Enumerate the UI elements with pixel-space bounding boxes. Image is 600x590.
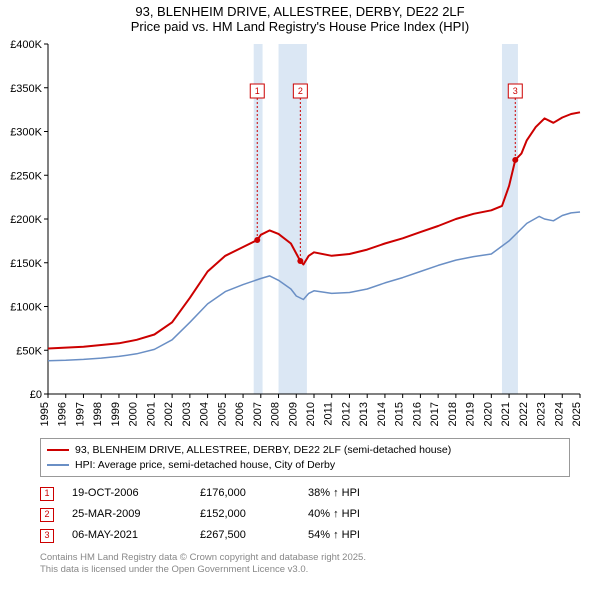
chart-area: £0 £50K £100K £150K £200K £250K £300K £350K £400… [0, 34, 600, 434]
svg-text:2004: 2004 [199, 402, 211, 426]
event-delta: 54% ↑ HPI [308, 525, 360, 546]
svg-text:1998: 1998 [92, 402, 104, 426]
events-table: 1 19-OCT-2006 £176,000 38% ↑ HPI 2 25-MA… [40, 483, 570, 546]
title-address: 93, BLENHEIM DRIVE, ALLESTREE, DERBY, DE… [0, 4, 600, 19]
legend-label: HPI: Average price, semi-detached house,… [75, 458, 335, 473]
event-marker-icon: 3 [40, 529, 54, 543]
event-row: 3 06-MAY-2021 £267,500 54% ↑ HPI [40, 525, 570, 546]
svg-text:£350K: £350K [10, 83, 42, 95]
event-row: 1 19-OCT-2006 £176,000 38% ↑ HPI [40, 483, 570, 504]
event-price: £267,500 [200, 525, 290, 546]
title-subtitle: Price paid vs. HM Land Registry's House … [0, 19, 600, 34]
event-date: 06-MAY-2021 [72, 525, 182, 546]
svg-text:£0: £0 [30, 389, 42, 401]
svg-text:£400K: £400K [10, 39, 42, 51]
svg-text:1: 1 [255, 86, 260, 96]
svg-text:2011: 2011 [323, 402, 335, 426]
event-marker-icon: 1 [40, 487, 54, 501]
svg-text:2022: 2022 [518, 402, 530, 426]
svg-text:2007: 2007 [252, 402, 264, 426]
svg-text:2003: 2003 [181, 402, 193, 426]
legend: 93, BLENHEIM DRIVE, ALLESTREE, DERBY, DE… [40, 438, 570, 477]
svg-text:2023: 2023 [536, 402, 548, 426]
svg-text:2000: 2000 [128, 402, 140, 426]
svg-text:2012: 2012 [340, 402, 352, 426]
legend-label: 93, BLENHEIM DRIVE, ALLESTREE, DERBY, DE… [75, 443, 451, 458]
legend-swatch [47, 449, 69, 451]
svg-text:2002: 2002 [163, 402, 175, 426]
svg-text:2: 2 [298, 86, 303, 96]
svg-text:2016: 2016 [411, 402, 423, 426]
svg-text:3: 3 [513, 86, 518, 96]
svg-text:1999: 1999 [110, 402, 122, 426]
event-date: 19-OCT-2006 [72, 483, 182, 504]
svg-text:2006: 2006 [234, 402, 246, 426]
svg-text:2019: 2019 [465, 402, 477, 426]
svg-text:2013: 2013 [358, 402, 370, 426]
svg-text:2024: 2024 [553, 402, 565, 426]
svg-text:£100K: £100K [10, 302, 42, 314]
svg-text:1996: 1996 [57, 402, 69, 426]
svg-text:2008: 2008 [270, 402, 282, 426]
event-delta: 38% ↑ HPI [308, 483, 360, 504]
svg-text:£200K: £200K [10, 214, 42, 226]
svg-text:£150K: £150K [10, 258, 42, 270]
svg-text:1995: 1995 [39, 402, 51, 426]
svg-text:2017: 2017 [429, 402, 441, 426]
svg-text:2009: 2009 [287, 402, 299, 426]
svg-text:2020: 2020 [482, 402, 494, 426]
event-row: 2 25-MAR-2009 £152,000 40% ↑ HPI [40, 504, 570, 525]
svg-text:2014: 2014 [376, 402, 388, 426]
event-delta: 40% ↑ HPI [308, 504, 360, 525]
event-price: £152,000 [200, 504, 290, 525]
chart-title: 93, BLENHEIM DRIVE, ALLESTREE, DERBY, DE… [0, 0, 600, 34]
event-price: £176,000 [200, 483, 290, 504]
svg-text:£50K: £50K [16, 345, 42, 357]
event-date: 25-MAR-2009 [72, 504, 182, 525]
footer-attribution: Contains HM Land Registry data © Crown c… [40, 552, 570, 577]
legend-swatch [47, 464, 69, 466]
footer-line: This data is licensed under the Open Gov… [40, 564, 570, 576]
svg-text:2010: 2010 [305, 402, 317, 426]
legend-item: 93, BLENHEIM DRIVE, ALLESTREE, DERBY, DE… [47, 443, 563, 458]
svg-text:£250K: £250K [10, 170, 42, 182]
svg-text:2018: 2018 [447, 402, 459, 426]
svg-text:2001: 2001 [145, 402, 157, 426]
event-marker-icon: 2 [40, 508, 54, 522]
svg-text:2025: 2025 [571, 402, 583, 426]
svg-text:1997: 1997 [74, 402, 86, 426]
footer-line: Contains HM Land Registry data © Crown c… [40, 552, 570, 564]
svg-text:2015: 2015 [394, 402, 406, 426]
svg-text:2021: 2021 [500, 402, 512, 426]
svg-text:£300K: £300K [10, 127, 42, 139]
svg-text:2005: 2005 [216, 402, 228, 426]
chart-svg: £0 £50K £100K £150K £200K £250K £300K £350K £400… [0, 34, 600, 434]
legend-item: HPI: Average price, semi-detached house,… [47, 458, 563, 473]
